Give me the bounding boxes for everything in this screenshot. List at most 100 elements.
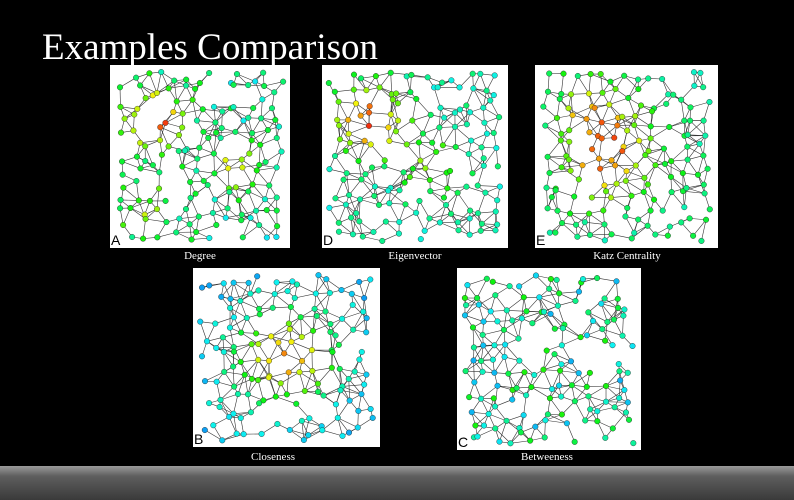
edge <box>683 187 687 208</box>
node <box>603 188 610 195</box>
edge <box>518 318 523 339</box>
node <box>532 272 539 279</box>
node <box>219 437 226 444</box>
edge <box>348 119 370 127</box>
node <box>479 368 486 375</box>
node <box>239 164 246 171</box>
edge <box>686 187 705 194</box>
node <box>607 194 614 201</box>
edge <box>425 151 437 169</box>
edge <box>543 353 555 370</box>
node <box>652 162 659 169</box>
edge <box>214 199 227 218</box>
node <box>598 119 605 126</box>
node <box>387 111 394 118</box>
node <box>586 210 593 217</box>
edge <box>254 81 263 100</box>
node <box>640 188 647 195</box>
node <box>247 409 254 416</box>
node <box>312 290 319 297</box>
edge <box>303 429 323 441</box>
edge <box>494 356 505 373</box>
edge <box>294 293 316 299</box>
node <box>491 369 498 376</box>
edge <box>202 109 216 123</box>
edge <box>270 323 290 337</box>
node <box>599 326 606 333</box>
edge <box>220 393 239 401</box>
node <box>624 369 631 376</box>
node <box>393 90 400 97</box>
node <box>638 102 645 109</box>
node <box>615 361 622 368</box>
edge <box>610 197 628 209</box>
network-panel: B <box>193 268 380 447</box>
node <box>206 400 213 407</box>
node <box>463 121 470 128</box>
node <box>256 161 263 168</box>
edge <box>252 184 266 200</box>
node <box>623 168 630 175</box>
node <box>621 386 628 393</box>
edge <box>503 310 508 330</box>
edge <box>257 360 270 381</box>
node <box>678 96 685 103</box>
edge <box>259 144 266 163</box>
node <box>484 130 491 137</box>
edge <box>478 294 496 306</box>
edge <box>229 327 235 348</box>
edge <box>216 381 221 400</box>
node <box>197 318 204 325</box>
edge <box>464 315 484 322</box>
node <box>645 75 652 82</box>
node <box>641 174 648 181</box>
node <box>230 104 237 111</box>
edge <box>418 142 437 153</box>
edge <box>543 369 553 390</box>
node <box>558 130 565 137</box>
network-image <box>117 69 287 243</box>
node <box>594 418 601 425</box>
node <box>396 187 403 194</box>
node <box>249 181 256 188</box>
node <box>630 440 637 447</box>
edge <box>264 81 284 87</box>
edge <box>348 378 362 395</box>
edge <box>422 114 431 134</box>
node <box>278 148 285 155</box>
edge <box>213 153 215 174</box>
edge <box>561 401 576 415</box>
edge <box>494 385 498 407</box>
node <box>540 103 547 110</box>
node <box>583 383 590 390</box>
node <box>466 394 473 401</box>
node <box>332 401 339 408</box>
node <box>258 115 265 122</box>
edge <box>547 155 567 158</box>
node <box>272 393 279 400</box>
node <box>652 231 659 238</box>
node <box>255 287 262 294</box>
node <box>506 283 513 290</box>
edge <box>687 135 706 147</box>
edge <box>703 135 706 156</box>
node <box>362 171 369 178</box>
node <box>617 377 624 384</box>
edge <box>430 190 447 206</box>
node <box>183 82 190 89</box>
node <box>212 320 219 327</box>
node <box>246 150 253 157</box>
node <box>546 285 553 292</box>
node <box>200 177 207 184</box>
node <box>702 132 709 139</box>
node <box>608 231 615 238</box>
node <box>557 367 564 374</box>
edge <box>352 311 364 330</box>
edge <box>156 80 175 94</box>
edge <box>242 217 251 238</box>
node <box>706 98 713 105</box>
edge <box>549 398 563 415</box>
node <box>599 89 606 96</box>
node <box>131 111 138 118</box>
node <box>408 71 415 78</box>
